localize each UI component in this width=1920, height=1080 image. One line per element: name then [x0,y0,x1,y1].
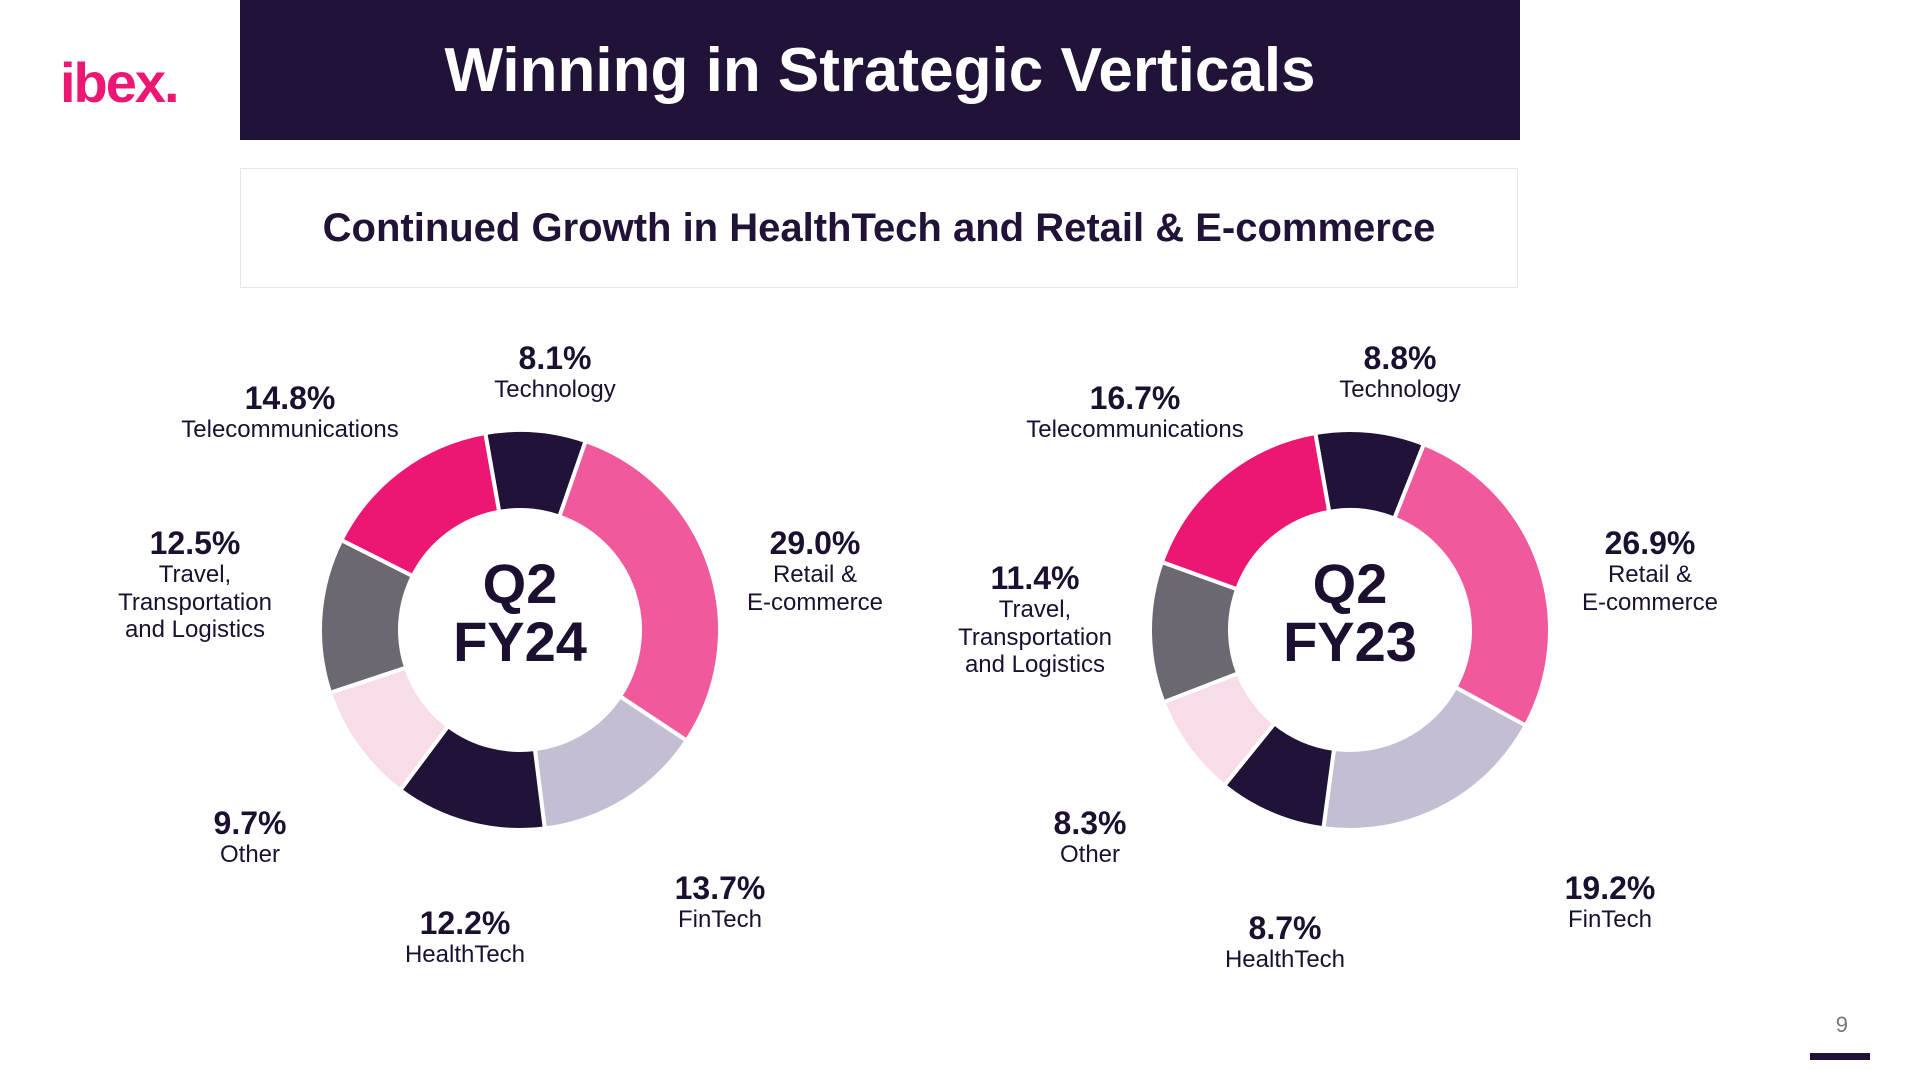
slice-name: Telecommunications [985,416,1285,443]
slice-percent: 8.7% [1135,910,1435,946]
slice-name: Travel,Transportationand Logistics [885,596,1185,678]
slice-label: 16.7%Telecommunications [985,380,1285,444]
page-number: 9 [1836,1012,1848,1038]
slice-label: 8.7%HealthTech [1135,910,1435,974]
donut-slice [1323,687,1525,830]
slice-label: 26.9%Retail &E-commerce [1500,525,1800,616]
center-line1: Q2 [1200,555,1500,613]
slice-percent: 19.2% [1460,870,1760,906]
donut-center-label: Q2FY23 [1200,555,1500,671]
slice-label: 8.8%Technology [1250,340,1550,404]
slice-name: Other [940,841,1240,868]
slice-name: HealthTech [1135,946,1435,973]
slice-label: 11.4%Travel,Transportationand Logistics [885,560,1185,679]
slice-label: 19.2%FinTech [1460,870,1760,934]
slice-percent: 16.7% [985,380,1285,416]
slice-percent: 26.9% [1500,525,1800,561]
slice-percent: 11.4% [885,560,1185,596]
slice-name: Retail &E-commerce [1500,561,1800,616]
slice-percent: 8.3% [940,805,1240,841]
slice-percent: 8.8% [1250,340,1550,376]
slice-name: Technology [1250,376,1550,403]
page-accent-bar [1810,1053,1870,1060]
slice-name: FinTech [1460,906,1760,933]
center-line2: FY23 [1200,613,1500,671]
slice-label: 8.3%Other [940,805,1240,869]
